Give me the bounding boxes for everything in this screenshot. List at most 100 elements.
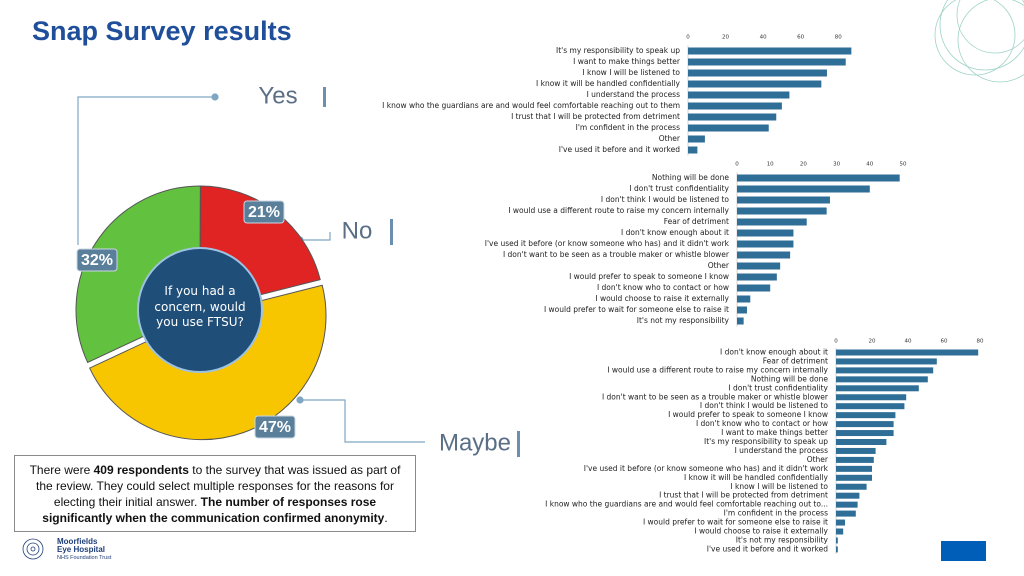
x-tick-label: 0 (834, 339, 838, 345)
x-tick-label: 50 (900, 162, 907, 168)
bar (836, 546, 838, 553)
x-tick-label: 30 (833, 162, 840, 168)
bar (688, 102, 782, 110)
note: There were 409 respondents to the survey… (14, 455, 416, 532)
bar-label: I don't know enough about it (621, 228, 729, 237)
x-tick-label: 80 (835, 35, 842, 41)
x-tick-label: 40 (905, 339, 912, 345)
bar-label: Fear of detriment (664, 217, 729, 226)
x-tick-label: 20 (869, 339, 876, 345)
bar (737, 284, 771, 292)
bar (836, 430, 894, 437)
bar-label: I want to make things better (573, 57, 681, 66)
bar (836, 483, 867, 490)
bar (737, 218, 807, 226)
bar (836, 358, 937, 365)
pie-center (137, 247, 263, 373)
slide-title: Snap Survey results (32, 16, 292, 46)
value-label: 47% (259, 419, 291, 436)
pie-center-label: If you had a concern, would you use FTSU… (154, 284, 246, 329)
bar (737, 251, 791, 259)
x-tick-label: 80 (977, 339, 984, 345)
bar-label: I've used it before (or know someone who… (485, 239, 730, 248)
bar (836, 528, 844, 535)
bar (688, 146, 698, 154)
bar (836, 394, 907, 401)
bar-label: I don't think I would be listened to (700, 401, 828, 410)
bar (836, 510, 856, 517)
logo: Moorfields Eye Hospital NHS Foundation Tru… (57, 538, 111, 562)
x-tick-label: 20 (800, 162, 807, 168)
bar-label: I don't know who to contact or how (696, 419, 828, 428)
bar-label: I've used it before (or know someone who… (584, 464, 829, 473)
logo-icon (22, 538, 44, 560)
bar-label: It's my responsibility to speak up (704, 437, 828, 446)
bar (688, 80, 822, 88)
bar-label: Nothing will be done (751, 374, 829, 383)
bar-label: It's my responsibility to speak up (556, 46, 680, 55)
connectors (77, 87, 520, 457)
logo-text: NHS Foundation Trust (57, 555, 112, 561)
bar-label: I want to make things better (721, 428, 829, 437)
bar (836, 412, 896, 419)
value-label-box (254, 415, 296, 439)
bar-label: I know I will be listened to (582, 68, 680, 77)
bar (737, 185, 870, 193)
bar-label: I understand the process (587, 90, 681, 99)
bar-label: I would use a different route to raise m… (607, 365, 828, 374)
bar (836, 439, 887, 445)
bar (737, 295, 751, 303)
bar (737, 196, 830, 204)
note-text: There were (29, 463, 94, 477)
bar-label: I don't think I would be listened to (601, 195, 729, 204)
logo-text: Eye Hospital (57, 545, 106, 554)
note-text: 409 respondents (93, 463, 189, 477)
value-label-box (76, 248, 118, 272)
x-tick-label: 40 (866, 162, 873, 168)
bar (688, 135, 705, 143)
value-label: 21% (248, 204, 280, 221)
bar-label: I would prefer to wait for someone else … (643, 518, 828, 527)
bar-label: Fear of detriment (763, 356, 828, 365)
bar (688, 69, 827, 77)
bar-label: I trust that I will be protected from de… (659, 491, 828, 500)
bar (737, 174, 900, 182)
bar-label: I know who the guardians are and would f… (545, 500, 828, 509)
bar (737, 240, 794, 248)
bar (836, 519, 845, 526)
logo-text: Moorfields (57, 537, 98, 546)
note-text: The number of responses rose significant… (42, 495, 385, 525)
bar-label: I've used it before and it worked (707, 544, 828, 553)
bar (836, 465, 872, 472)
bar-label: I know I will be listened to (730, 482, 828, 491)
bar-label: I would prefer to wait for someone else … (544, 305, 729, 314)
bar-label: I would prefer to speak to someone I kno… (569, 272, 729, 281)
x-tick-label: 0 (735, 162, 739, 168)
bar-label: I would choose to raise it externally (694, 527, 828, 536)
bar (836, 403, 905, 410)
bar (737, 306, 747, 314)
bar-label: I trust that I will be protected from de… (511, 112, 680, 121)
pie: 32% 21% 47% (75, 185, 327, 441)
bar (836, 537, 838, 544)
bar-label: I don't trust confidentiality (629, 184, 729, 193)
bar-label: I don't know enough about it (720, 348, 828, 357)
bar (836, 501, 858, 508)
bar-label: I'm confident in the process (724, 509, 828, 518)
decor (934, 0, 1024, 83)
bar-label: I know who the guardians are and would f… (382, 101, 680, 110)
bar (737, 229, 794, 237)
bar-label: I don't trust confidentiality (728, 383, 828, 392)
bar-label: I don't want to be seen as a trouble mak… (602, 392, 829, 401)
x-tick-label: 60 (941, 339, 948, 345)
bar (836, 421, 894, 428)
bar-label: I know it will be handled confidentially (536, 79, 681, 88)
bar (836, 385, 919, 392)
bar-label: Other (807, 455, 829, 464)
value-label-box (243, 200, 285, 224)
note-text: . (384, 511, 388, 525)
x-tick-label: 40 (760, 35, 767, 41)
bar-label: It's not my responsibility (637, 316, 730, 325)
bar (688, 47, 852, 55)
